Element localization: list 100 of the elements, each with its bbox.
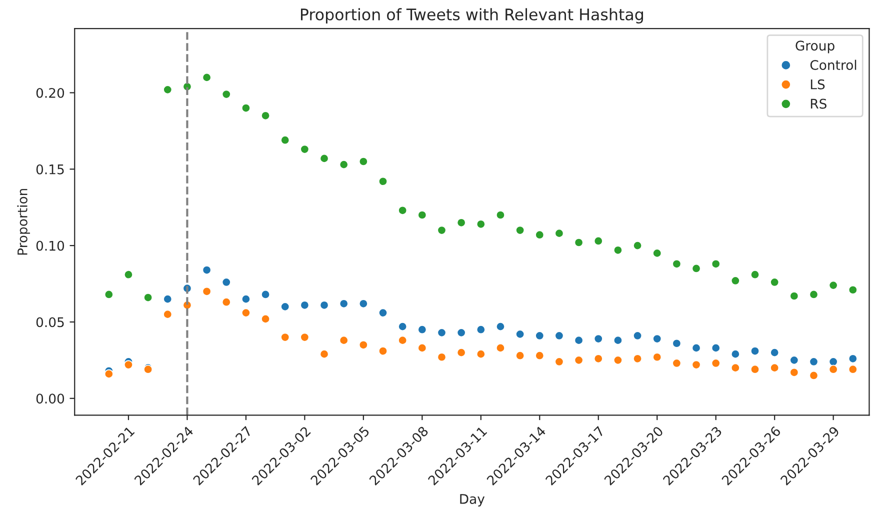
point xyxy=(848,364,858,374)
point xyxy=(300,144,310,154)
point xyxy=(241,308,251,318)
point xyxy=(750,364,760,374)
point xyxy=(418,210,427,220)
point xyxy=(358,340,368,350)
point xyxy=(534,230,544,240)
point xyxy=(320,300,329,310)
point xyxy=(534,331,544,340)
point xyxy=(809,357,818,366)
point xyxy=(124,270,134,280)
point xyxy=(104,290,114,300)
point xyxy=(730,276,740,286)
point xyxy=(613,356,623,365)
point xyxy=(358,156,368,166)
point xyxy=(594,334,604,344)
point xyxy=(730,363,740,372)
point xyxy=(280,135,290,145)
point xyxy=(320,349,329,359)
point xyxy=(652,334,662,344)
point xyxy=(790,368,799,378)
point xyxy=(770,348,780,358)
point xyxy=(711,343,720,353)
point xyxy=(750,270,760,280)
point xyxy=(456,348,466,358)
point xyxy=(241,294,251,304)
point xyxy=(437,226,446,235)
point xyxy=(711,259,720,269)
legend-title: Group xyxy=(796,40,834,54)
point xyxy=(202,286,212,296)
y-axis-title: Proportion xyxy=(17,188,30,255)
y-tick-label: 0.00 xyxy=(36,394,64,404)
point xyxy=(672,259,682,269)
point xyxy=(809,290,818,300)
point xyxy=(594,354,604,364)
point xyxy=(260,111,270,120)
point xyxy=(790,291,799,301)
point xyxy=(828,280,838,290)
point xyxy=(320,154,329,164)
point xyxy=(339,160,348,170)
point xyxy=(476,349,486,359)
point xyxy=(770,363,780,372)
point xyxy=(770,278,780,287)
point xyxy=(202,72,212,82)
point xyxy=(162,85,172,94)
point xyxy=(554,228,564,238)
point xyxy=(437,352,446,362)
point xyxy=(828,364,838,374)
y-tick-label: 0.10 xyxy=(36,240,64,251)
point xyxy=(574,238,584,248)
x-axis-title: Day xyxy=(460,494,485,506)
point xyxy=(378,346,388,356)
point xyxy=(418,324,427,334)
point xyxy=(515,350,525,360)
point xyxy=(848,285,858,295)
legend-label: RS xyxy=(810,98,826,109)
point xyxy=(574,336,584,345)
point xyxy=(496,210,506,220)
point xyxy=(750,346,760,356)
point xyxy=(790,356,799,365)
point xyxy=(515,330,525,339)
point xyxy=(730,349,740,359)
point xyxy=(476,220,486,229)
point xyxy=(260,314,270,324)
point xyxy=(378,308,388,318)
point xyxy=(300,332,310,342)
y-tick-label: 0.05 xyxy=(36,317,64,328)
point xyxy=(143,292,153,302)
point xyxy=(437,328,446,338)
point xyxy=(124,360,134,370)
point xyxy=(280,302,290,312)
point xyxy=(162,294,172,304)
point xyxy=(202,265,212,275)
point xyxy=(280,332,290,342)
point xyxy=(672,338,682,348)
point xyxy=(613,245,623,255)
legend-label: Control xyxy=(810,60,856,70)
point xyxy=(632,240,642,250)
point xyxy=(339,298,348,308)
point xyxy=(496,343,506,353)
point xyxy=(496,322,506,332)
point xyxy=(222,90,232,99)
y-tick-label: 0.20 xyxy=(36,88,64,98)
point xyxy=(554,331,564,340)
point xyxy=(613,336,623,345)
point xyxy=(104,369,114,379)
point xyxy=(378,176,388,186)
point xyxy=(534,350,544,360)
point xyxy=(222,278,232,287)
point xyxy=(456,328,466,338)
point xyxy=(692,264,701,274)
point xyxy=(398,336,408,345)
point xyxy=(515,226,525,235)
point xyxy=(574,356,584,365)
point xyxy=(222,297,232,307)
point xyxy=(652,248,662,258)
point xyxy=(652,352,662,362)
point xyxy=(260,290,270,300)
point xyxy=(632,354,642,364)
chart-title: Proportion of Tweets with Relevant Hashtag xyxy=(300,8,643,24)
